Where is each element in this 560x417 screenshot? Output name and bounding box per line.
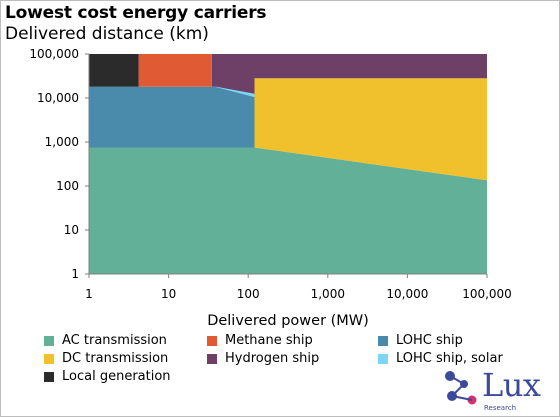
region-methane-ship (138, 54, 212, 87)
legend-label: Hydrogen ship (225, 351, 320, 366)
chart-regions (89, 54, 487, 274)
legend-swatch (207, 353, 217, 364)
region-local-generation (89, 54, 139, 87)
legend-label: LOHC ship, solar (396, 351, 503, 366)
legend-item: DC transmission (44, 351, 168, 366)
region-lohc-ship-solar (216, 86, 255, 98)
legend-swatch (378, 335, 388, 346)
y-axis-label: Delivered distance (km) (5, 24, 209, 44)
lux-logo-mark (445, 371, 477, 405)
legend-item: LOHC ship, solar (378, 351, 503, 366)
chart-axes (85, 53, 488, 278)
region-ac-transmission (89, 147, 487, 274)
chart-title: Lowest cost energy carriers (5, 3, 267, 23)
legend-swatch (44, 335, 54, 346)
x-tick-labels: 1 10 100 1,000 10,000 100,000 (85, 287, 512, 301)
legend-swatch (44, 353, 54, 364)
legend-swatch (378, 353, 388, 364)
x-tick-label: 1 (85, 287, 93, 301)
region-hydrogen-ship (211, 54, 487, 94)
y-tick-label: 100 (56, 179, 79, 193)
legend-swatch (44, 371, 54, 382)
y-tick-label: 1,000 (45, 135, 79, 149)
legend-label: LOHC ship (396, 333, 463, 348)
legend-item: Local generation (44, 369, 171, 384)
legend-label: Methane ship (225, 333, 313, 348)
region-dc-transmission (254, 78, 487, 181)
x-tick-label: 100,000 (462, 287, 512, 301)
logo-wordmark: Lux (482, 366, 541, 404)
legend-item: AC transmission (44, 333, 167, 348)
logo-subtitle: Research (484, 404, 517, 412)
legend-label: AC transmission (62, 333, 167, 348)
x-axis-label: Delivered power (MW) (207, 313, 369, 329)
x-tick-label: 100 (237, 287, 260, 301)
x-tick-label: 1,000 (311, 287, 345, 301)
legend-label: Local generation (62, 369, 171, 384)
y-tick-labels: 1 10 100 1,000 10,000 100,000 (29, 47, 79, 281)
legend-item: Hydrogen ship (207, 351, 319, 366)
x-tick-label: 10,000 (386, 287, 428, 301)
x-tick-label: 10 (161, 287, 176, 301)
y-tick-label: 100,000 (29, 47, 79, 61)
legend-label: DC transmission (62, 351, 169, 366)
region-lohc-ship (89, 86, 255, 148)
y-tick-label: 10 (64, 223, 79, 237)
legend-item: LOHC ship (378, 333, 463, 348)
legend-swatch (207, 335, 217, 346)
y-tick-label: 10,000 (37, 91, 79, 105)
legend-item: Methane ship (207, 333, 313, 348)
y-tick-label: 1 (71, 267, 79, 281)
